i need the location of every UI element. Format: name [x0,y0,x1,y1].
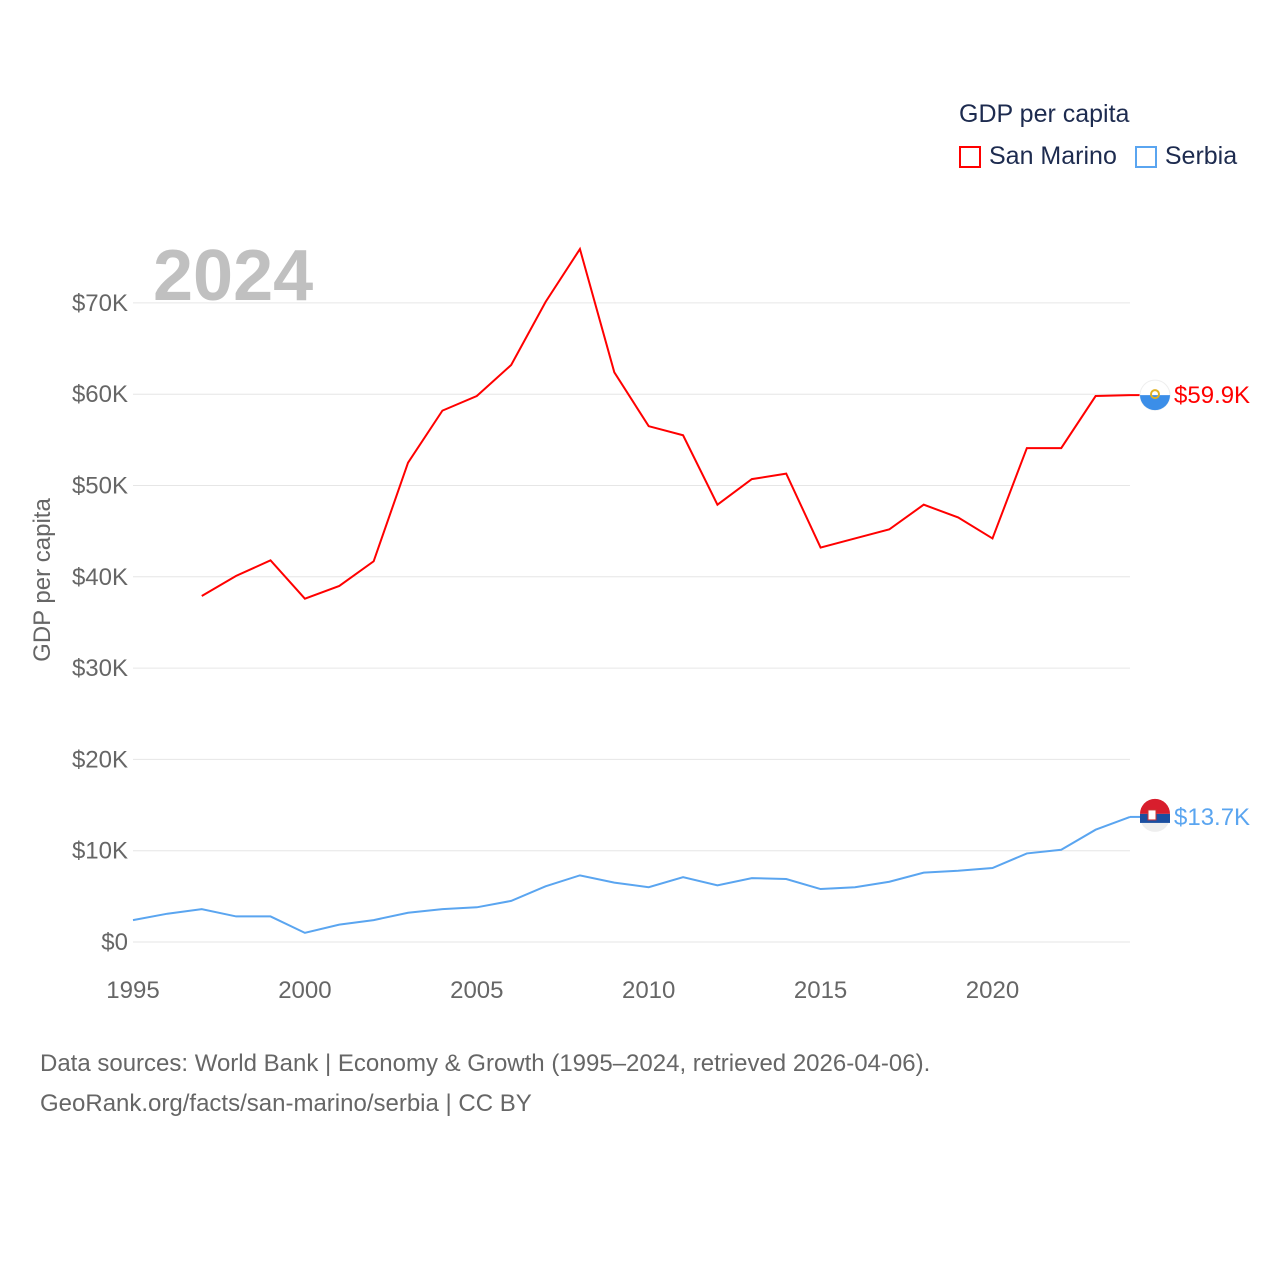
x-tick-label: 2005 [450,977,503,1004]
legend: San Marino Serbia [959,142,1255,171]
y-tick-label: $60K [72,381,128,408]
y-tick-label: $10K [72,838,128,865]
legend-label: San Marino [989,142,1117,170]
flag-half [1140,395,1170,411]
legend-item-san-marino[interactable]: San Marino [959,142,1117,171]
legend-swatch [1134,145,1157,168]
legend-label: Serbia [1164,142,1238,170]
footer-sources: Data sources: World Bank | Economy & Gro… [40,1050,931,1077]
flag-emblem [1147,809,1157,821]
series-line-serbia [132,815,1131,934]
x-tick-label: 1995 [106,977,159,1004]
x-tick-label: 2015 [794,977,847,1004]
end-value-label: $59.9K [1174,382,1250,409]
y-axis-label: GDP per capita [29,498,56,662]
x-tick-label: 2000 [278,977,331,1004]
footer: Data sources: World Bank | Economy & Gro… [40,1044,930,1124]
legend-item-serbia[interactable]: Serbia [1134,142,1238,171]
y-tick-label: $50K [72,473,128,500]
y-tick-label: $30K [72,655,128,682]
end-value-label: $13.7K [1174,804,1250,831]
year-label: 2024 [153,236,313,316]
series-line-san-marino [201,246,1131,600]
y-tick-label: $20K [72,746,128,773]
line-chart: $0 $10K $20K $30K $40K $50K $60K $70K 1995 2000 20… [29,236,1250,1004]
y-tick-label: $40K [72,564,128,591]
y-tick-label: $70K [72,290,128,317]
y-tick-label: $0 [101,929,128,956]
legend-swatch [959,145,981,168]
x-tick-label: 2010 [622,977,675,1004]
flag-emblem [1150,389,1160,400]
legend-title: GDP per capita [959,100,1130,128]
footer-attribution[interactable]: GeoRank.org/facts/san-marino/serbia | CC… [40,1090,532,1117]
x-tick-label: 2020 [966,977,1019,1004]
